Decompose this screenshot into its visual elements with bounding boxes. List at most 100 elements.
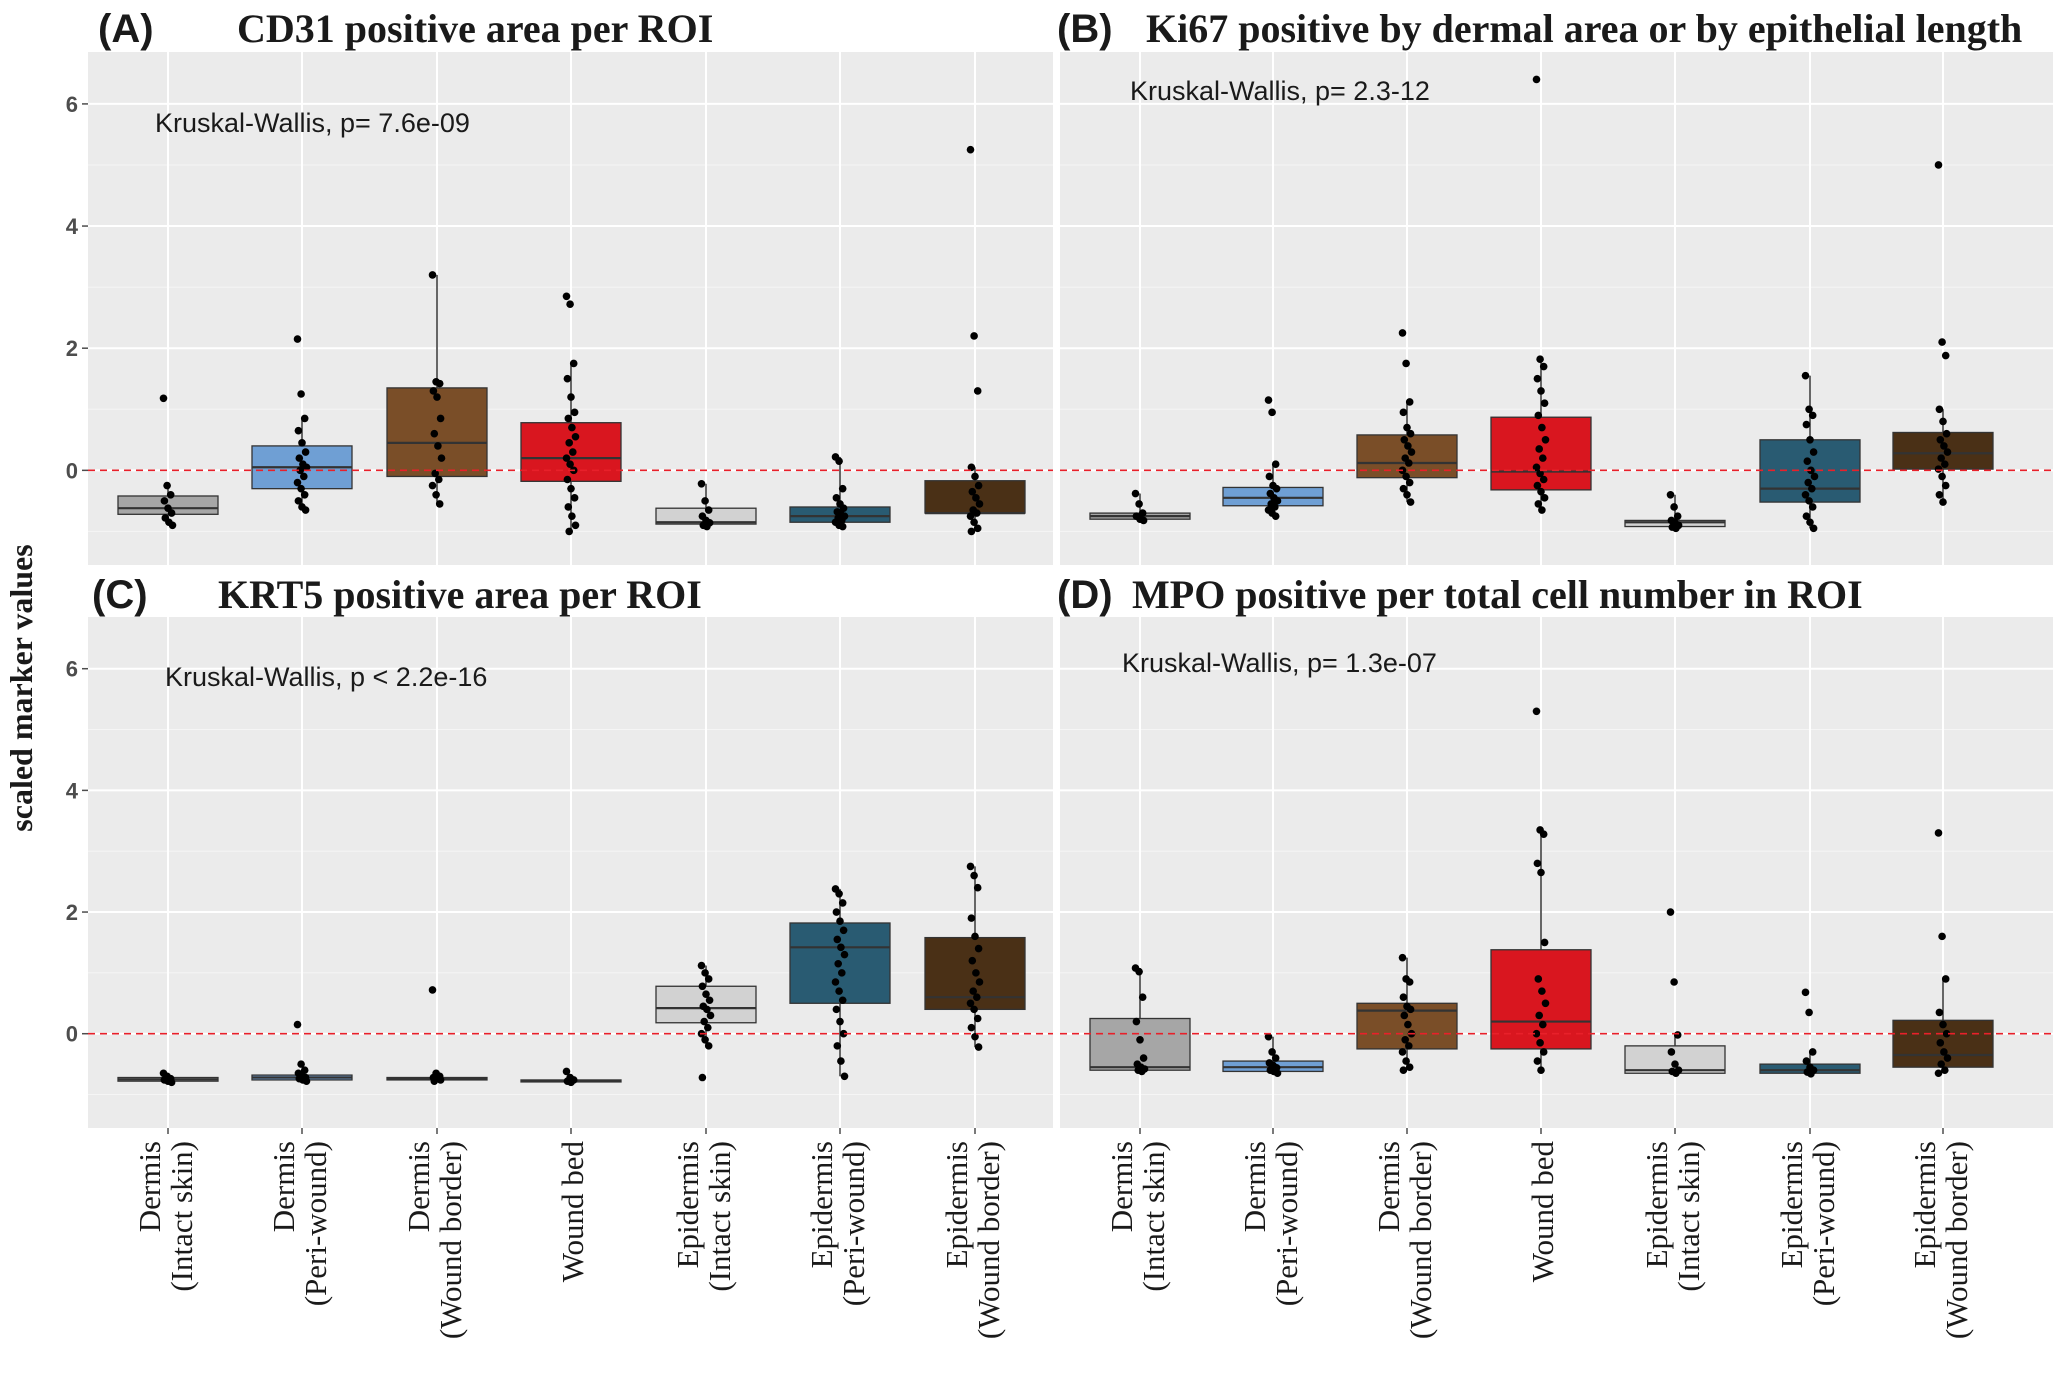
x-tick-label-line2: (Intact skin): [702, 1141, 737, 1292]
data-point: [1801, 490, 1810, 499]
data-point: [1808, 411, 1817, 420]
data-point: [435, 475, 443, 484]
data-point: [1538, 987, 1546, 995]
data-point: [159, 394, 168, 403]
x-tick-label-line2: (Wound border): [1403, 1141, 1438, 1339]
data-point: [838, 996, 847, 1005]
data-point: [1139, 516, 1148, 525]
panel-a: (A) CD31 positive area per ROI Kruskal-W…: [88, 6, 1053, 565]
data-point: [1539, 362, 1548, 371]
data-point: [1672, 1069, 1680, 1078]
data-point: [1942, 429, 1951, 438]
data-point: [974, 944, 983, 953]
data-point: [1808, 503, 1817, 511]
panel-a-box-epidermis-wound-border: [924, 145, 1026, 536]
data-point: [704, 506, 713, 514]
data-point: [1139, 1054, 1148, 1062]
data-point: [1802, 420, 1811, 429]
data-point: [1535, 445, 1543, 453]
data-point: [972, 494, 980, 502]
data-point: [1135, 500, 1143, 508]
data-point: [968, 956, 977, 965]
y-axis-label: scaled marker values: [3, 544, 39, 831]
x-tick-dermis-peri-wound: Dermis(Peri-wound): [266, 1128, 333, 1306]
data-point: [701, 969, 709, 977]
data-point: [832, 908, 841, 916]
data-point: [1809, 524, 1818, 533]
data-point: [1941, 1066, 1949, 1075]
data-point: [1271, 1054, 1280, 1062]
data-point: [1671, 1060, 1679, 1068]
data-point: [973, 524, 982, 533]
data-point: [1536, 1039, 1544, 1047]
data-point: [432, 490, 440, 499]
data-point: [1534, 500, 1543, 508]
data-point: [838, 969, 846, 977]
data-point: [428, 271, 437, 279]
data-point: [1403, 490, 1411, 499]
x-tick-label-line1: Wound bed: [555, 1141, 590, 1283]
x-axis-ticks-left: Dermis(Intact skin) Dermis(Peri-wound) Der…: [132, 1128, 1006, 1339]
data-point: [1934, 1069, 1943, 1078]
data-point: [704, 975, 713, 983]
panel-d-kruskal-wallis-annotation: Kruskal-Wallis, p= 1.3e-07: [1122, 648, 1437, 678]
panel-b-box-dermis-peri-wound: [1222, 396, 1324, 520]
data-point: [1938, 338, 1946, 346]
x-tick-epidermis-intact-skin: Epidermis(Intact skin): [1639, 1128, 1706, 1292]
x-tick-label-line1: Epidermis: [1907, 1141, 1942, 1268]
data-point: [1940, 1048, 1948, 1056]
data-point: [1268, 408, 1276, 417]
panel-a-letter: (A): [98, 7, 154, 51]
data-point: [833, 1042, 842, 1050]
data-point: [704, 1042, 713, 1050]
data-point: [1399, 1066, 1408, 1075]
x-tick-label-line1: Dermis: [401, 1141, 436, 1232]
data-point: [160, 497, 169, 505]
data-point: [836, 917, 844, 925]
data-point: [1803, 457, 1812, 465]
data-point: [1805, 405, 1813, 414]
data-point: [301, 448, 310, 456]
data-point: [1534, 975, 1543, 983]
data-point: [1400, 436, 1409, 444]
data-point: [973, 387, 982, 395]
x-tick-label-line1: Dermis: [266, 1141, 301, 1232]
data-point: [838, 484, 847, 493]
data-point: [1405, 398, 1414, 406]
data-point: [562, 454, 571, 462]
data-point: [1540, 494, 1549, 502]
x-tick-label-line2: (Intact skin): [1671, 1141, 1706, 1292]
data-point: [966, 862, 975, 871]
data-point: [565, 527, 573, 536]
y-tick-label: 6: [66, 657, 78, 682]
data-point: [1271, 460, 1280, 469]
panel-a-box-wound-bed: [520, 292, 622, 536]
x-tick-label-line2: (Intact skin): [164, 1141, 199, 1292]
data-point: [1801, 988, 1810, 997]
y-tick-label: 2: [66, 900, 78, 925]
data-point: [570, 494, 579, 502]
data-point: [1935, 405, 1944, 414]
data-point: [704, 1023, 712, 1032]
data-point: [834, 959, 842, 968]
x-tick-wound-bed: Wound bed: [555, 1128, 590, 1282]
data-point: [967, 1023, 976, 1032]
x-tick-label-line2: (Peri-wound): [1269, 1141, 1304, 1306]
box-iqr: [1490, 949, 1592, 1050]
data-point: [831, 978, 840, 986]
y-tick-label: 4: [66, 214, 79, 239]
data-point: [1672, 524, 1680, 533]
data-point: [1941, 351, 1950, 360]
data-point: [1405, 459, 1413, 467]
data-point: [1666, 908, 1675, 916]
data-point: [971, 472, 979, 481]
panel-c-title: KRT5 positive area per ROI: [218, 572, 702, 617]
data-point: [302, 1077, 311, 1085]
data-point: [967, 463, 976, 472]
panel-d-box-wound-bed: [1490, 707, 1592, 1075]
data-point: [571, 432, 580, 441]
data-point: [563, 475, 572, 484]
x-tick-dermis-peri-wound: Dermis(Peri-wound): [1237, 1128, 1304, 1306]
data-point: [569, 359, 578, 368]
data-point: [570, 408, 579, 417]
